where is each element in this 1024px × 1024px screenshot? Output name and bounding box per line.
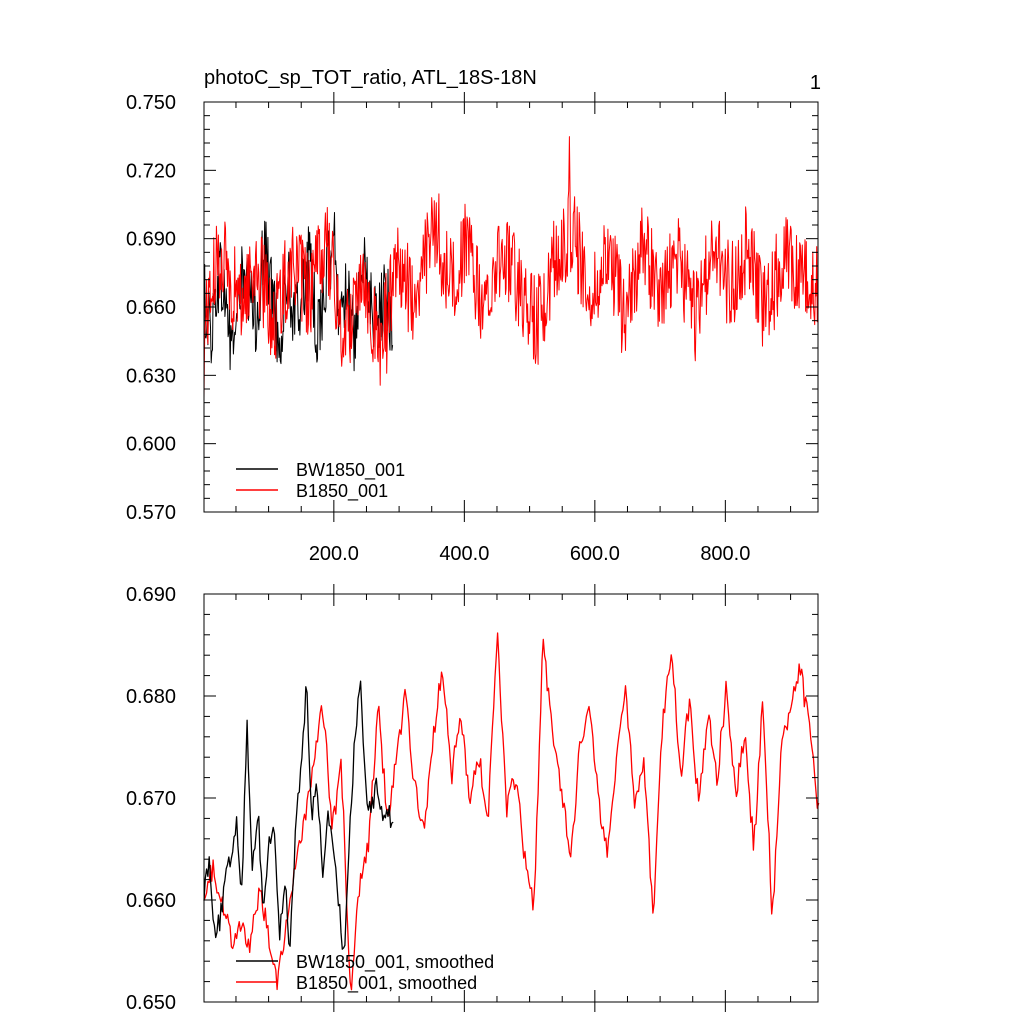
- y-tick-label: 0.650: [126, 992, 176, 1014]
- top-panel-axis-ticks: 0.570 0.600 0.630 0.660 0.690 0.720 0.750 200.0…: [126, 92, 818, 565]
- legend-label-b1850-smoothed: B1850_001, smoothed: [296, 973, 477, 994]
- panel-number-label: 1: [810, 72, 821, 94]
- bottom-panel-axis-ticks: 0.650 0.660 0.670 0.680 0.690: [126, 584, 818, 1014]
- y-tick-label: 0.670: [126, 788, 176, 810]
- bottom-panel-smoothed-series: 0.650 0.660 0.670 0.680 0.690 BW1850_001, sm…: [126, 584, 820, 1014]
- legend-label-bw1850-smoothed: BW1850_001, smoothed: [296, 952, 494, 973]
- top-panel-legend: BW1850_001 B1850_001: [236, 460, 405, 502]
- y-tick-label: 0.600: [126, 434, 176, 456]
- bottom-panel-legend: BW1850_001, smoothed B1850_001, smoothed: [236, 952, 494, 994]
- chart-title: photoC_sp_TOT_ratio, ATL_18S-18N: [204, 67, 537, 89]
- series-line-b1850-001-smoothed: [203, 632, 820, 991]
- y-tick-label: 0.570: [126, 502, 176, 524]
- y-tick-label: 0.630: [126, 365, 176, 387]
- series-line-b1850-001: [203, 136, 819, 399]
- x-tick-label: 400.0: [439, 543, 489, 565]
- legend-label-b1850: B1850_001: [296, 481, 388, 502]
- y-tick-label: 0.690: [126, 229, 176, 251]
- y-tick-label: 0.660: [126, 890, 176, 912]
- y-tick-label: 0.750: [126, 92, 176, 114]
- top-panel-frame: [203, 101, 819, 513]
- x-tick-label: 800.0: [700, 543, 750, 565]
- bottom-panel-frame: [203, 593, 819, 1003]
- bottom-panel-series-layer: [203, 632, 820, 991]
- y-tick-label: 0.680: [126, 686, 176, 708]
- y-tick-label: 0.720: [126, 160, 176, 182]
- legend-label-bw1850: BW1850_001: [296, 460, 405, 481]
- y-tick-label: 0.660: [126, 297, 176, 319]
- x-tick-label: 200.0: [309, 543, 359, 565]
- series-line-bw1850-001-smoothed: [203, 680, 394, 950]
- y-tick-label: 0.690: [126, 584, 176, 606]
- x-tick-label: 600.0: [570, 543, 620, 565]
- top-panel-raw-series: 0.570 0.600 0.630 0.660 0.690 0.720 0.750 200.0…: [126, 92, 819, 565]
- top-panel-series-layer: [203, 136, 819, 399]
